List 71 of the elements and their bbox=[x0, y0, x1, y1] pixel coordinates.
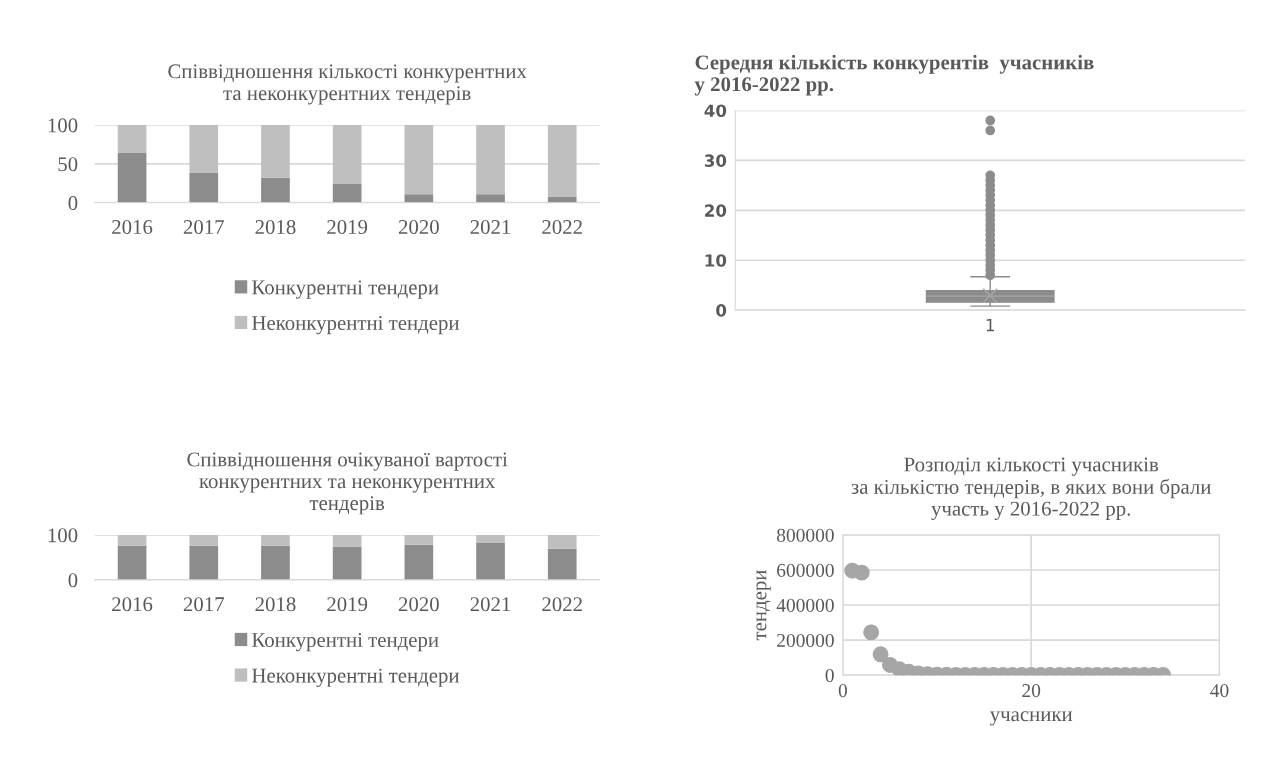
x-tick-label: 2018 bbox=[255, 219, 296, 235]
y-tick-label: 0 bbox=[68, 573, 78, 588]
y-tick-label: 0 bbox=[68, 196, 78, 211]
bar bbox=[261, 124, 290, 178]
bar bbox=[261, 177, 290, 203]
y-tick-label: 100 bbox=[48, 118, 78, 133]
bar bbox=[476, 194, 505, 203]
bar bbox=[261, 545, 290, 580]
legend-label: Конкурентні тендери bbox=[252, 280, 439, 299]
chart-title: Співвідношення очікуваної вартості конкурентних та неконкурентних тендерів bbox=[187, 452, 508, 515]
bar bbox=[476, 543, 505, 580]
x-tick-label: 2018 bbox=[255, 597, 296, 612]
bar bbox=[332, 546, 362, 580]
bar bbox=[547, 124, 577, 197]
x-tick-label: 2021 bbox=[470, 219, 511, 235]
bar bbox=[332, 534, 362, 547]
bar bbox=[189, 124, 219, 173]
bar bbox=[117, 534, 147, 546]
bar bbox=[117, 152, 147, 203]
bar bbox=[547, 196, 577, 203]
x-tick-label: 0 bbox=[838, 684, 848, 698]
y-tick-label: 100 bbox=[48, 528, 78, 543]
y-tick-label: 600000 bbox=[777, 563, 834, 577]
bar bbox=[404, 534, 434, 545]
bar bbox=[476, 124, 505, 195]
legend-label: Неконкурентні тендери bbox=[252, 668, 460, 687]
x-tick-label: 2019 bbox=[327, 219, 368, 235]
x-tick-label: 2022 bbox=[542, 219, 582, 235]
y-axis-title: тендери bbox=[756, 570, 771, 641]
legend-label: Конкурентні тендери bbox=[252, 633, 439, 652]
y-tick-label: 400000 bbox=[776, 598, 834, 612]
y-tick-label: 200000 bbox=[777, 633, 834, 648]
y-tick-label: 0 bbox=[825, 668, 834, 683]
x-tick-label: 2019 bbox=[327, 597, 368, 612]
x-tick-label: 2020 bbox=[398, 597, 439, 612]
bar bbox=[547, 534, 577, 549]
bar bbox=[189, 172, 219, 203]
x-tick-label: 2016 bbox=[112, 219, 153, 235]
bar bbox=[261, 534, 290, 546]
chart-title: Співвідношення кількості конкурентних та неконкурентних тендерів bbox=[168, 64, 527, 105]
bar bbox=[547, 548, 577, 580]
x-tick-label: 2022 bbox=[542, 597, 582, 612]
bar bbox=[332, 124, 362, 185]
bar bbox=[117, 545, 147, 580]
x-axis-title: учасники bbox=[989, 711, 1073, 726]
bar bbox=[404, 194, 434, 203]
x-tick-label: 2017 bbox=[183, 597, 224, 612]
x-tick-label: 40 bbox=[1210, 684, 1229, 698]
bar bbox=[332, 184, 362, 203]
bar bbox=[476, 534, 505, 544]
x-tick-label: 2021 bbox=[470, 597, 511, 612]
chart-title: Розподіл кількості учасників за кількістю тендерів, в яких вони брали участь у 2016-2022 рр. bbox=[851, 457, 1211, 520]
x-tick-label: 20 bbox=[1022, 684, 1041, 698]
y-tick-label: 40 bbox=[704, 104, 727, 118]
x-tick-label: 2017 bbox=[183, 219, 224, 235]
bar bbox=[404, 544, 434, 580]
legend-label: Неконкурентні тендери bbox=[252, 316, 460, 335]
x-tick-label: 2020 bbox=[398, 219, 439, 235]
y-tick-label: 0 bbox=[716, 304, 727, 317]
y-tick-label: 800000 bbox=[776, 528, 834, 542]
x-tick-label: 1 bbox=[986, 318, 994, 332]
chart-title: Середня кількість конкурентів учасників у 2016-2022 рр. bbox=[694, 54, 1094, 96]
y-tick-label: 10 bbox=[705, 254, 727, 267]
bar bbox=[189, 534, 219, 546]
bar bbox=[117, 124, 147, 153]
y-tick-label: 30 bbox=[704, 154, 727, 167]
bar bbox=[404, 124, 434, 195]
y-tick-label: 50 bbox=[58, 157, 78, 172]
bar bbox=[189, 545, 219, 580]
x-tick-label: 2016 bbox=[112, 597, 153, 612]
y-tick-label: 20 bbox=[705, 204, 727, 217]
